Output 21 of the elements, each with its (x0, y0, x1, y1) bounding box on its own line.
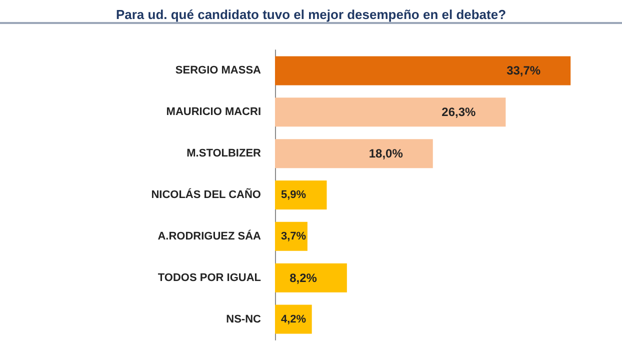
data-label: 33,7% (506, 64, 541, 78)
data-label: 3,7% (281, 230, 306, 242)
data-label: 8,2% (290, 270, 318, 285)
y-tick-label: SERGIO MASSA (175, 64, 262, 77)
bar (275, 263, 347, 292)
chart-title: Para ud. qué candidato tuvo el mejor desempeño en el debate? (116, 7, 506, 22)
y-tick-label: A.RODRIGUEZ SÁA (158, 229, 262, 242)
data-label: 5,9% (281, 189, 306, 201)
y-tick-label: MAURICIO MACRI (166, 106, 261, 118)
bar (275, 56, 571, 86)
y-tick-label: NS-NC (226, 313, 262, 326)
data-label: 18,0% (368, 146, 404, 161)
bar (275, 98, 506, 127)
y-tick-label: NICOLÁS DEL CAÑO (151, 188, 262, 201)
y-tick-label: TODOS POR IGUAL (158, 272, 262, 284)
data-label: 4,2% (281, 313, 306, 326)
bar (275, 180, 327, 210)
data-label: 26,3% (442, 105, 476, 120)
y-tick-label: M.STOLBIZER (186, 148, 262, 160)
bar (275, 139, 433, 168)
bar (275, 304, 312, 334)
